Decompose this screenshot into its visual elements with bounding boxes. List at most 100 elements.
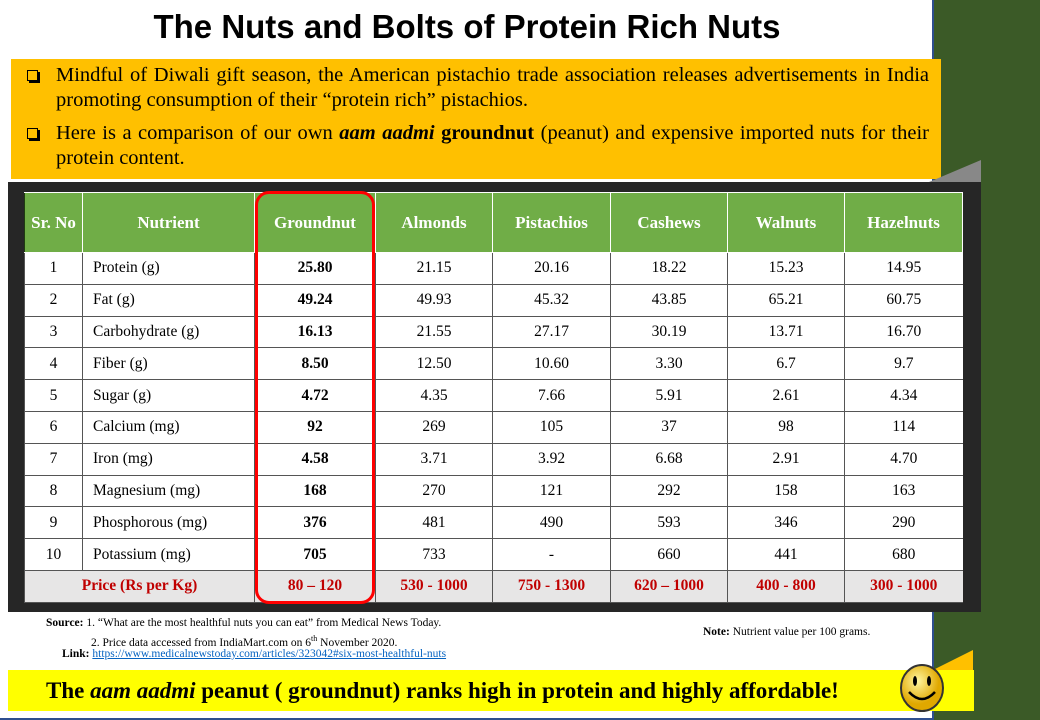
nutrient-name: Sugar (g) [82, 379, 255, 412]
nutrient-value: 4.72 [254, 379, 376, 412]
page-title: The Nuts and Bolts of Protein Rich Nuts [153, 8, 781, 45]
row-number: 9 [24, 506, 83, 540]
table-row: 6 Calcium (mg) 92 269 105 37 98 114 [24, 411, 963, 444]
column-header: Hazelnuts [844, 192, 963, 253]
smiley-face-icon [900, 664, 944, 712]
nutrient-value: 2.61 [727, 379, 845, 412]
nutrient-value: 5.91 [610, 379, 728, 412]
nutrient-name: Potassium (mg) [82, 538, 255, 571]
nutrient-value: 8.50 [254, 347, 376, 381]
source-link[interactable]: https://www.medicalnewstoday.com/article… [92, 648, 447, 660]
nutrient-value: 705 [254, 538, 376, 571]
nutrient-value: 25.80 [254, 252, 376, 285]
price-value: 750 - 1300 [492, 569, 611, 603]
row-number: 10 [24, 538, 83, 571]
column-header: Nutrient [82, 192, 255, 253]
column-header: Sr. No [24, 192, 83, 253]
price-value: 400 - 800 [727, 569, 845, 603]
fold-corner [929, 160, 981, 182]
nutrient-table: Sr. No Nutrient Groundnut Almonds Pistachios… [24, 192, 963, 603]
price-value: 620 – 1000 [610, 569, 728, 603]
price-value: 80 – 120 [254, 569, 376, 603]
nutrient-value: 4.35 [375, 379, 493, 412]
price-row: Price (Rs per Kg) 80 – 120 530 - 1000 750 -… [24, 569, 963, 603]
table-row: 1 Protein (g) 25.80 21.15 20.16 18.22 15.23 14.… [24, 252, 963, 285]
nutrient-value: 20.16 [492, 252, 611, 285]
nutrient-value: 269 [375, 411, 493, 444]
column-header: Almonds [375, 192, 493, 253]
nutrient-value: 733 [375, 538, 493, 571]
nutrient-value: 60.75 [844, 284, 963, 317]
row-number: 7 [24, 443, 83, 476]
nutrient-value: 121 [492, 475, 611, 508]
link-line: Link: https://www.medicalnewstoday.com/a… [62, 648, 447, 660]
checkbox-bullet-icon [27, 128, 38, 139]
nutrient-value: 10.60 [492, 347, 611, 381]
nutrient-value: 481 [375, 506, 493, 540]
nutrient-value: 6.7 [727, 347, 845, 381]
row-number: 1 [24, 252, 83, 285]
nutrient-value: 4.58 [254, 443, 376, 476]
table-row: 5 Sugar (g) 4.72 4.35 7.66 5.91 2.61 4.34 [24, 379, 963, 412]
nutrient-value: 3.92 [492, 443, 611, 476]
nutrient-value: 45.32 [492, 284, 611, 317]
table-row: 2 Fat (g) 49.24 49.93 45.32 43.85 65.21 60.75 [24, 284, 963, 317]
table-row: 7 Iron (mg) 4.58 3.71 3.92 6.68 2.91 4.70 [24, 443, 963, 476]
note: Note: Nutrient value per 100 grams. [703, 626, 871, 638]
nutrient-value: 4.34 [844, 379, 963, 412]
column-header: Pistachios [492, 192, 611, 253]
nutrient-value: 168 [254, 475, 376, 508]
nutrient-name: Iron (mg) [82, 443, 255, 476]
column-header: Cashews [610, 192, 728, 253]
nutrient-value: 92 [254, 411, 376, 444]
table-frame: Sr. No Nutrient Groundnut Almonds Pistachios… [8, 182, 981, 612]
row-number: 3 [24, 316, 83, 349]
table-row: 3 Carbohydrate (g) 16.13 21.55 27.17 30.19 13.… [24, 316, 963, 349]
intro-bullets: Mindful of Diwali gift season, the Ameri… [11, 59, 941, 179]
checkbox-bullet-icon [27, 70, 38, 81]
nutrient-value: - [492, 538, 611, 571]
nutrient-value: 163 [844, 475, 963, 508]
nutrient-value: 16.70 [844, 316, 963, 349]
nutrient-name: Carbohydrate (g) [82, 316, 255, 349]
nutrient-value: 490 [492, 506, 611, 540]
column-header: Walnuts [727, 192, 845, 253]
nutrient-value: 4.70 [844, 443, 963, 476]
nutrient-value: 346 [727, 506, 845, 540]
nutrient-value: 21.15 [375, 252, 493, 285]
column-header: Groundnut [254, 192, 376, 253]
nutrient-value: 18.22 [610, 252, 728, 285]
nutrient-value: 27.17 [492, 316, 611, 349]
nutrient-value: 13.71 [727, 316, 845, 349]
nutrient-value: 98 [727, 411, 845, 444]
nutrient-value: 3.71 [375, 443, 493, 476]
row-number: 8 [24, 475, 83, 508]
nutrient-value: 49.93 [375, 284, 493, 317]
nutrient-value: 16.13 [254, 316, 376, 349]
nutrient-value: 43.85 [610, 284, 728, 317]
nutrient-value: 593 [610, 506, 728, 540]
source-notes: Source: 1. “What are the most healthful … [46, 617, 442, 649]
price-value: 300 - 1000 [844, 569, 963, 603]
bullet-2: Here is a comparison of our own aam aadm… [25, 121, 929, 171]
nutrient-value: 105 [492, 411, 611, 444]
nutrient-name: Protein (g) [82, 252, 255, 285]
nutrient-value: 49.24 [254, 284, 376, 317]
nutrient-value: 376 [254, 506, 376, 540]
row-number: 5 [24, 379, 83, 412]
price-value: 530 - 1000 [375, 569, 493, 603]
nutrient-value: 37 [610, 411, 728, 444]
nutrient-value: 7.66 [492, 379, 611, 412]
nutrient-name: Phosphorous (mg) [82, 506, 255, 540]
nutrient-value: 6.68 [610, 443, 728, 476]
nutrient-value: 14.95 [844, 252, 963, 285]
nutrient-name: Magnesium (mg) [82, 475, 255, 508]
nutrient-value: 680 [844, 538, 963, 571]
fold-corner [933, 650, 973, 670]
nutrient-value: 65.21 [727, 284, 845, 317]
row-number: 2 [24, 284, 83, 317]
nutrient-value: 21.55 [375, 316, 493, 349]
nutrient-name: Fiber (g) [82, 347, 255, 381]
nutrient-value: 9.7 [844, 347, 963, 381]
price-label: Price (Rs per Kg) [24, 569, 255, 603]
